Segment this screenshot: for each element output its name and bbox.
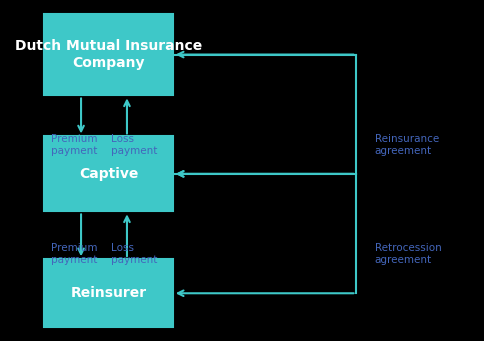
Text: Retrocession
agreement: Retrocession agreement	[374, 243, 440, 265]
FancyBboxPatch shape	[44, 136, 172, 211]
Text: Dutch Mutual Insurance
Company: Dutch Mutual Insurance Company	[15, 40, 202, 70]
Text: Premium
payment: Premium payment	[51, 243, 97, 265]
Text: Reinsurance
agreement: Reinsurance agreement	[374, 134, 438, 156]
Text: Reinsurer: Reinsurer	[70, 286, 146, 300]
FancyBboxPatch shape	[44, 14, 172, 95]
Text: Loss
payment: Loss payment	[111, 243, 157, 265]
Text: Captive: Captive	[79, 167, 138, 181]
FancyBboxPatch shape	[44, 259, 172, 327]
Text: Loss
payment: Loss payment	[111, 134, 157, 156]
Text: Premium
payment: Premium payment	[51, 134, 97, 156]
